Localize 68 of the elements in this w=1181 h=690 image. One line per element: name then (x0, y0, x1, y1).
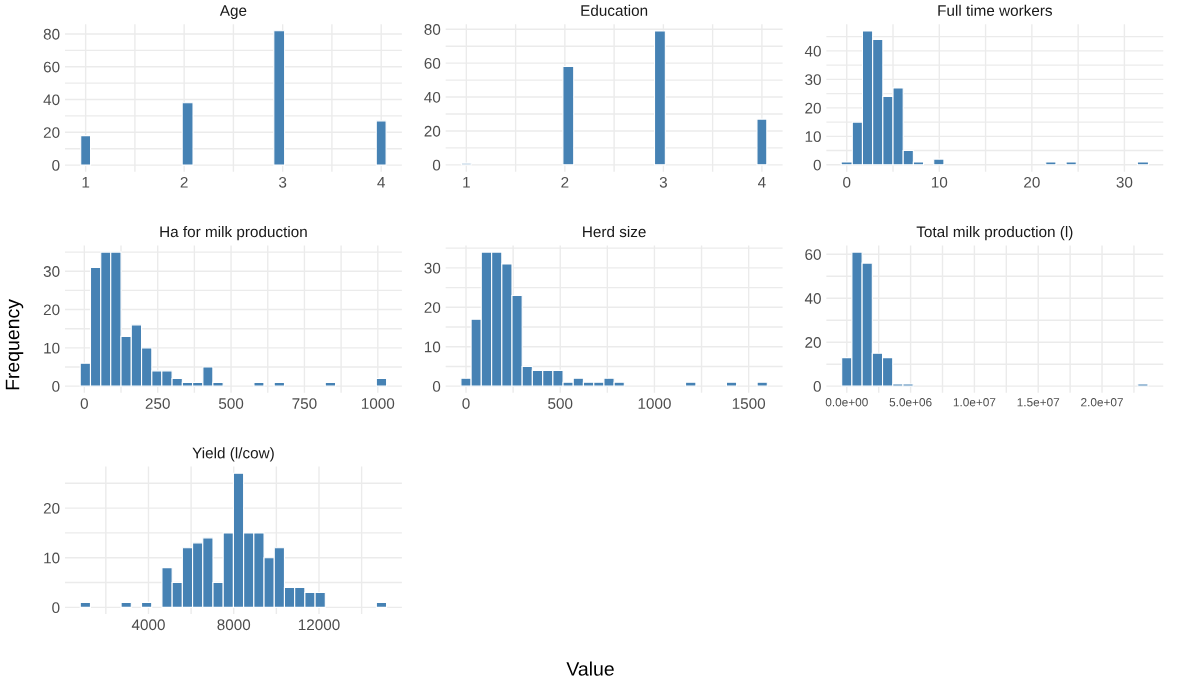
chart-title: Full time workers (938, 4, 1053, 16)
x-tick-label: 3 (659, 176, 667, 188)
y-tick-label: 60 (805, 249, 821, 260)
y-tick-label: 10 (44, 552, 60, 564)
x-tick-label: 250 (145, 398, 170, 409)
x-tick-label: 750 (292, 398, 317, 409)
x-tick-label: 2 (180, 176, 188, 188)
x-tick-label: 4 (757, 177, 766, 188)
x-tick-label: 1.0e+07 (953, 398, 996, 407)
y-tick-label: 20 (424, 125, 441, 137)
y-tick-label: 60 (424, 58, 441, 69)
y-tick-label: 20 (43, 127, 60, 138)
x-tick-label: 12000 (298, 619, 340, 631)
x-tick-label: 0 (843, 176, 851, 188)
x-tick-label: 10 (931, 176, 948, 188)
chart-title: Ha for milk production (160, 225, 307, 241)
y-tick-label: 40 (424, 91, 441, 103)
x-tick-label: 2 (561, 176, 569, 188)
x-tick-label: 0 (462, 398, 470, 409)
chart-title: Yield (l/cow) (192, 447, 274, 462)
x-tick-label: 500 (218, 398, 244, 409)
x-tick-label: 4 (377, 177, 385, 188)
y-tick-label: 0 (813, 159, 821, 171)
x-tick-label: 1 (463, 177, 470, 188)
y-tick-label: 60 (43, 61, 60, 73)
y-tick-label: 20 (424, 302, 441, 313)
y-tick-label: 80 (43, 28, 60, 40)
y-tick-label: 0 (432, 381, 441, 392)
y-tick-label: 20 (43, 304, 60, 316)
chart-title: Age (219, 5, 247, 19)
y-tick-label: 40 (804, 45, 821, 57)
y-tick-label: 0 (52, 159, 60, 171)
x-tick-label: 0 (80, 398, 88, 409)
y-tick-label: 80 (424, 24, 441, 35)
y-tick-label: 30 (424, 262, 441, 274)
chart-title: Total milk production (l) (916, 225, 1073, 241)
x-tick-label: 1500 (732, 398, 766, 409)
x-tick-label: 500 (548, 398, 573, 409)
chart-title: Herd size (583, 225, 646, 238)
x-tick-label: 4000 (131, 619, 165, 631)
x-tick-label: 0.0e+00 (825, 398, 868, 407)
y-tick-label: 10 (44, 342, 60, 354)
y-tick-label: 20 (43, 502, 60, 514)
x-tick-label: 3 (279, 176, 287, 188)
y-tick-label: 0 (52, 602, 60, 614)
y-tick-label: 20 (805, 102, 821, 114)
x-tick-label: 2.0e+07 (1081, 398, 1123, 407)
x-tick-label: 20 (1024, 176, 1040, 188)
y-tick-label: 10 (424, 341, 441, 353)
x-tick-label: 30 (1116, 176, 1133, 188)
chart-title: Education (581, 4, 648, 16)
x-tick-label: 1000 (638, 398, 671, 409)
y-tick-label: 20 (805, 337, 821, 348)
x-tick-label: 8000 (217, 619, 251, 631)
x-tick-label: 1 (82, 177, 90, 188)
y-tick-label: 10 (805, 131, 821, 143)
y-tick-label: 0 (813, 381, 821, 392)
y-tick-label: 0 (52, 381, 60, 392)
x-tick-label: 5.0e+06 (889, 398, 932, 407)
x-tick-label: 1.5e+07 (1017, 398, 1060, 407)
y-tick-label: 30 (805, 74, 821, 86)
y-tick-label: 30 (43, 266, 60, 277)
x-axis-title: Value (566, 661, 614, 676)
y-tick-label: 40 (43, 94, 60, 106)
x-tick-label: 1000 (361, 398, 395, 409)
y-tick-label: 40 (804, 293, 821, 304)
y-tick-label: 0 (432, 159, 441, 171)
y-axis-title: Frequency (5, 299, 24, 390)
